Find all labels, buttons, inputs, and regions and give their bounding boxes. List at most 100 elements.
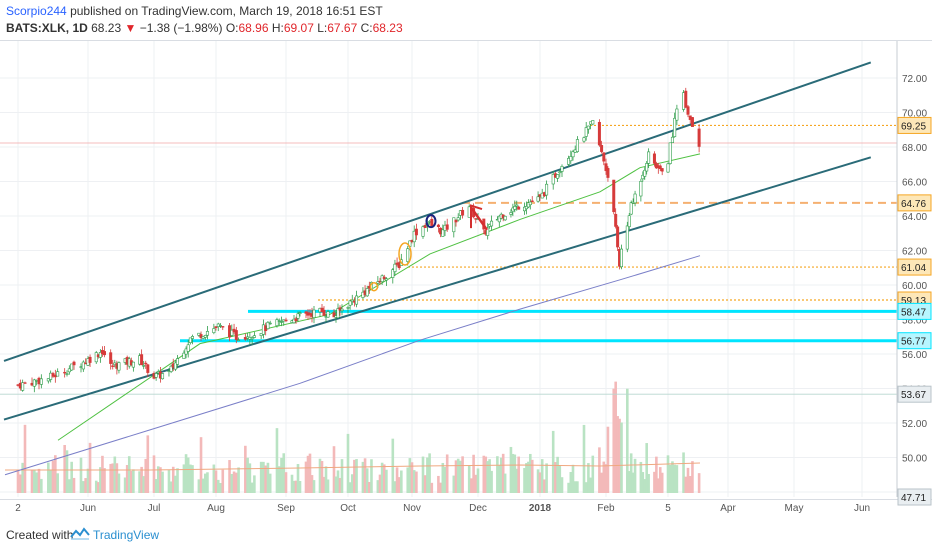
volume-bar <box>421 456 425 493</box>
candle-body <box>109 352 113 364</box>
volume-bar <box>154 479 158 493</box>
volume-bar <box>264 465 267 493</box>
candle-body <box>658 165 662 170</box>
volume-bar <box>459 460 462 493</box>
volume-bar <box>530 459 534 493</box>
blue-ellipse-mark <box>425 214 437 229</box>
volume-bar <box>101 455 104 493</box>
y-tick-label: 66.00 <box>902 178 927 189</box>
price-label-box <box>897 116 932 134</box>
volume-bar <box>156 466 160 493</box>
volume-bar <box>201 478 205 493</box>
volume-bar <box>671 461 674 493</box>
volume-bar <box>312 480 316 493</box>
volume-bar <box>275 428 279 493</box>
volume-bar <box>612 388 616 493</box>
candle-body <box>652 153 656 164</box>
candle-body <box>627 215 631 227</box>
price-label-box <box>897 488 932 506</box>
y-tick-label: 60.00 <box>902 281 927 292</box>
volume-bar <box>571 464 575 493</box>
author-link[interactable]: Scorpio244 <box>6 4 67 18</box>
candle-body <box>633 193 637 204</box>
volume-bar <box>415 471 418 493</box>
volume-bar <box>503 473 507 493</box>
candle-body <box>266 322 270 330</box>
volume-bar <box>33 469 36 493</box>
volume-bar <box>410 462 414 493</box>
volume-bar <box>385 469 388 493</box>
volume-bar <box>569 471 573 493</box>
volume-bar <box>513 454 517 493</box>
candle-body <box>21 382 25 391</box>
volume-bar <box>51 460 55 493</box>
volume-bar <box>159 467 162 493</box>
open-value: 68.96 <box>238 21 269 35</box>
volume-bar <box>686 467 690 493</box>
volume-bar <box>368 481 371 493</box>
volume-bar <box>346 433 350 493</box>
low-label: L: <box>317 21 328 35</box>
volume-bar <box>591 455 595 493</box>
price-label-value: 64.76 <box>901 199 926 210</box>
volume-bar <box>556 456 559 493</box>
time-axis: 2 Jun Jul Aug Sep Oct Nov Dec 2018 Feb 5 Apr May Jun <box>15 503 870 514</box>
y-tick-label: 68.00 <box>902 143 927 154</box>
y-tick-label: 64.00 <box>902 212 927 223</box>
volume-bar <box>461 456 464 493</box>
volume-bar <box>660 472 664 493</box>
candle-body <box>219 325 223 327</box>
y-tick-label: 50.00 <box>902 454 927 465</box>
volume-bar <box>65 450 69 493</box>
candle-body <box>94 352 98 363</box>
volume-bar <box>511 453 515 493</box>
y-tick-label: 52.00 <box>902 419 927 430</box>
candle-body <box>524 206 528 210</box>
volume-bar <box>643 479 647 493</box>
candle-body <box>365 288 369 297</box>
candle-body <box>81 361 85 370</box>
volume-bar <box>221 469 225 493</box>
volume-bar <box>456 458 460 493</box>
volume-bar <box>658 467 662 493</box>
candle-body <box>355 295 359 305</box>
candle-body <box>556 174 560 179</box>
candle-body <box>614 213 618 227</box>
high-value: 69.07 <box>283 21 314 35</box>
candle-body <box>452 217 456 233</box>
volume-bar <box>517 456 520 493</box>
volume-bar <box>138 471 141 493</box>
volume-bar <box>176 468 179 493</box>
volume-bar <box>191 465 194 493</box>
volume-bar <box>111 463 115 493</box>
x-tick-label: Dec <box>469 503 487 514</box>
volume-bar <box>515 468 519 493</box>
candle-body <box>686 106 690 115</box>
moving-averages <box>4 153 701 476</box>
tradingview-brand[interactable]: TradingView <box>93 528 160 542</box>
candle-body <box>591 120 595 125</box>
volume-bar <box>296 464 300 493</box>
volume-bar <box>633 458 637 493</box>
volume-bar <box>338 477 342 493</box>
volume-bar <box>498 465 501 493</box>
candle-body <box>332 312 336 318</box>
y-tick-label: 70.00 <box>902 109 927 120</box>
volume-bar <box>144 458 148 493</box>
candle-body <box>98 352 102 358</box>
candle-body <box>509 212 513 215</box>
orange-ellipse-mark <box>398 242 412 266</box>
ma50-line <box>57 153 701 441</box>
volume-bar <box>103 468 106 493</box>
ohlc-legend: BATS:XLK, 1D 68.23 ▼ −1.38 (−1.98%) O:68… <box>6 21 403 35</box>
x-tick-label: Oct <box>340 503 356 514</box>
volume-bar <box>391 438 395 493</box>
volume-bar <box>21 462 24 493</box>
candle-body <box>675 108 679 121</box>
volume-bar <box>184 454 188 493</box>
volume-bar <box>182 464 186 493</box>
volume-bar <box>482 455 486 493</box>
volume-bar <box>30 470 34 493</box>
volume-bar <box>496 456 499 493</box>
